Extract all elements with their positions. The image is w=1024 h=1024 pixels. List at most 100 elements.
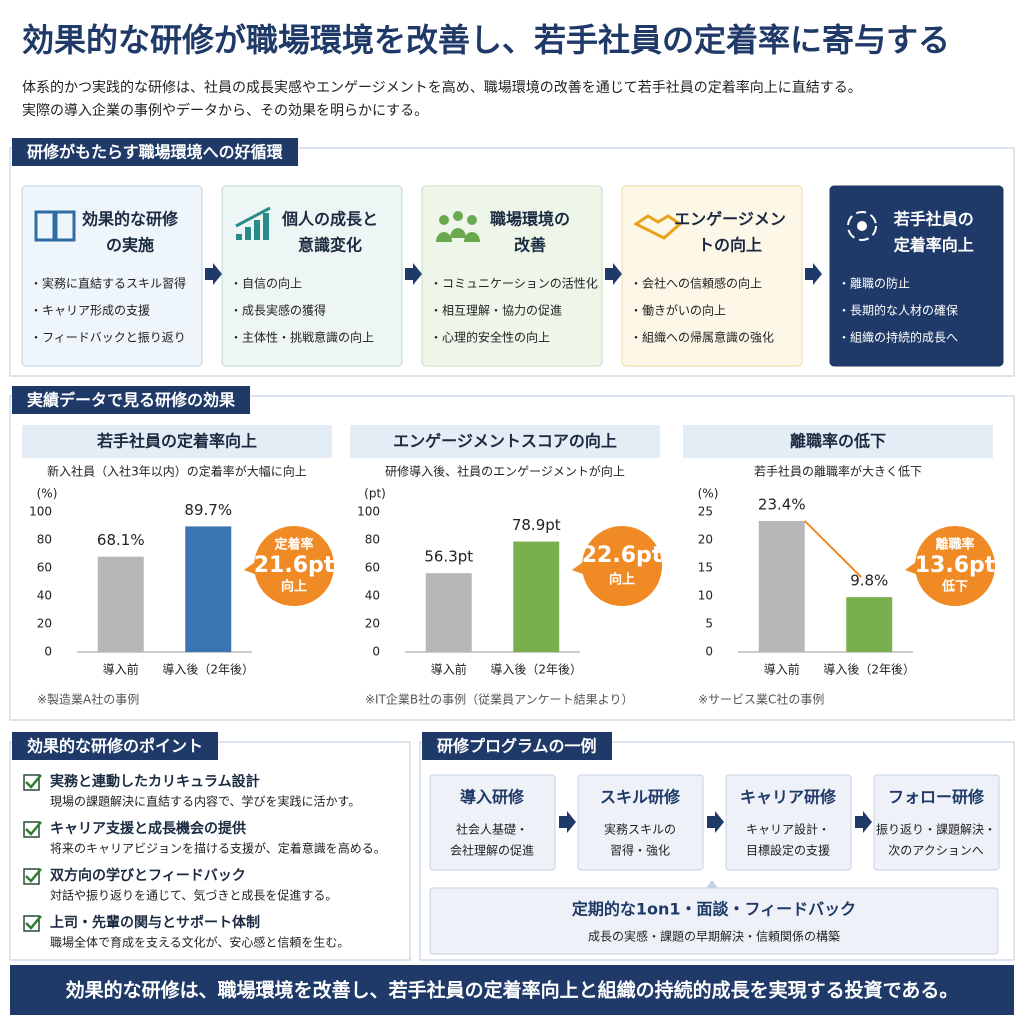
callout-text: 定着率 xyxy=(273,537,313,553)
program-box xyxy=(577,774,704,871)
y-tick-label: 80 xyxy=(365,533,380,547)
icon xyxy=(847,211,877,241)
x-tick-label: 導入後（2年後） xyxy=(162,663,254,677)
icon xyxy=(254,220,260,240)
point-text: 対話や振り返りを通じて、気づきと成長を促進する。 xyxy=(50,888,337,903)
card-title: 改善 xyxy=(514,236,546,255)
callout-text: 21.6pt xyxy=(254,553,335,578)
chart-subtitle: 研修導入後、社員のエンゲージメントが向上 xyxy=(385,464,625,479)
y-axis-label: (%) xyxy=(698,487,719,501)
icon xyxy=(245,227,251,240)
y-tick-label: 15 xyxy=(698,561,713,575)
lead-text: 体系的かつ実践的な研修は、社員の成長実感やエンゲージメントを高め、職場環境の改善… xyxy=(22,79,862,96)
chart-title: エンゲージメントスコアの向上 xyxy=(393,432,617,451)
x-tick-label: 導入後（2年後） xyxy=(490,663,582,677)
card-title: 職場環境の xyxy=(490,210,570,229)
chart-title: 若手社員の定着率向上 xyxy=(96,432,257,451)
callout-text: 離職率 xyxy=(935,537,974,553)
chart-subtitle: 若手社員の離職率が大きく低下 xyxy=(754,464,922,479)
chart-note: ※IT企業B社の事例（従業員アンケート結果より） xyxy=(365,692,633,707)
icon xyxy=(436,232,452,242)
checkbox xyxy=(23,774,40,791)
bar xyxy=(513,541,560,652)
chart-title: 離職率の低下 xyxy=(790,432,886,451)
icon xyxy=(467,215,477,225)
card-title: エンゲージメン xyxy=(674,210,786,229)
callout-text: 向上 xyxy=(609,572,635,588)
point-title: 実務と連動したカリキュラム設計 xyxy=(50,773,260,790)
icon xyxy=(633,214,683,240)
card-item: ・実務に直結するスキル習得 xyxy=(30,276,186,291)
icon xyxy=(464,232,480,242)
section-tab xyxy=(12,732,218,760)
checkmark xyxy=(25,821,42,836)
card-title: 個人の成長と xyxy=(281,210,378,229)
point-title: 双方向の学びとフィードバック xyxy=(50,867,246,884)
section-box xyxy=(9,741,411,961)
bar xyxy=(846,597,893,652)
chart-header xyxy=(683,425,993,458)
program-box xyxy=(873,774,1000,871)
bar xyxy=(425,573,472,652)
card-title: トの向上 xyxy=(698,236,762,255)
icon xyxy=(439,215,449,225)
program-title: フォロー研修 xyxy=(888,788,985,807)
callout-text: 低下 xyxy=(941,579,968,595)
icon xyxy=(235,206,271,228)
card-title: 定着率向上 xyxy=(893,236,974,255)
value-label: 23.4% xyxy=(758,495,806,513)
program-box xyxy=(725,774,852,871)
footer-text: 効果的な研修は、職場環境を改善し、若手社員の定着率向上と組織の持続的成長を実現す… xyxy=(66,979,959,1002)
x-tick-label: 導入前 xyxy=(103,662,139,677)
y-tick-label: 20 xyxy=(365,617,380,631)
section-title: 研修プログラムの一例 xyxy=(437,737,597,756)
checkmark xyxy=(25,915,42,930)
value-label: 78.9pt xyxy=(512,516,561,534)
arrow xyxy=(805,263,822,285)
chart-header xyxy=(22,425,332,458)
program-text: キャリア設計・ xyxy=(746,822,830,837)
x-tick-label: 導入前 xyxy=(764,662,800,677)
chart-note: ※製造業A社の事例 xyxy=(37,692,139,707)
y-tick-label: 100 xyxy=(29,505,52,519)
checkmark xyxy=(25,868,42,883)
card-item: ・成長実感の獲得 xyxy=(230,303,326,318)
card-item: ・キャリア形成の支援 xyxy=(30,304,150,318)
y-tick-label: 20 xyxy=(698,533,713,547)
section-title: 効果的な研修のポイント xyxy=(27,737,203,756)
y-tick-label: 5 xyxy=(705,617,713,631)
arrow xyxy=(205,263,222,285)
lead-text: 実際の導入企業の事例やデータから、その効果を明らかにする。 xyxy=(22,102,428,119)
y-tick-label: 80 xyxy=(37,533,52,547)
icon xyxy=(857,221,867,231)
y-tick-label: 0 xyxy=(705,645,713,659)
y-tick-label: 40 xyxy=(365,589,380,603)
y-tick-label: 25 xyxy=(698,505,713,519)
program-text: 振り返り・課題解決・ xyxy=(876,822,996,837)
followup-text: 成長の実感・課題の早期解決・信頼関係の構築 xyxy=(588,929,840,944)
point-title: キャリア支援と成長機会の提供 xyxy=(50,820,246,837)
callout-text: 22.6pt xyxy=(582,543,663,568)
followup-title: 定期的な1on1・面談・フィードバック xyxy=(571,900,856,919)
y-tick-label: 40 xyxy=(37,589,52,603)
program-text: 目標設定の支援 xyxy=(746,843,830,858)
y-tick-label: 100 xyxy=(357,505,380,519)
checkbox xyxy=(23,868,40,885)
card-item: ・組織の持続的成長へ xyxy=(838,330,958,345)
arrow xyxy=(405,263,422,285)
callout-text: 13.6pt xyxy=(915,553,996,578)
cycle-card xyxy=(21,185,203,367)
y-tick-label: 60 xyxy=(37,561,52,575)
icon xyxy=(236,234,242,240)
icon xyxy=(263,213,269,240)
cycle-card xyxy=(829,185,1004,367)
point-text: 現場の課題解決に直結する内容で、学びを実践に活かす。 xyxy=(50,794,360,809)
card-item: ・離職の防止 xyxy=(838,276,910,291)
x-tick-label: 導入後（2年後） xyxy=(823,663,915,677)
checkmark xyxy=(25,774,42,789)
bar xyxy=(97,556,144,652)
section-tab xyxy=(422,732,612,760)
followup-box xyxy=(429,887,999,955)
y-tick-label: 0 xyxy=(44,645,52,659)
